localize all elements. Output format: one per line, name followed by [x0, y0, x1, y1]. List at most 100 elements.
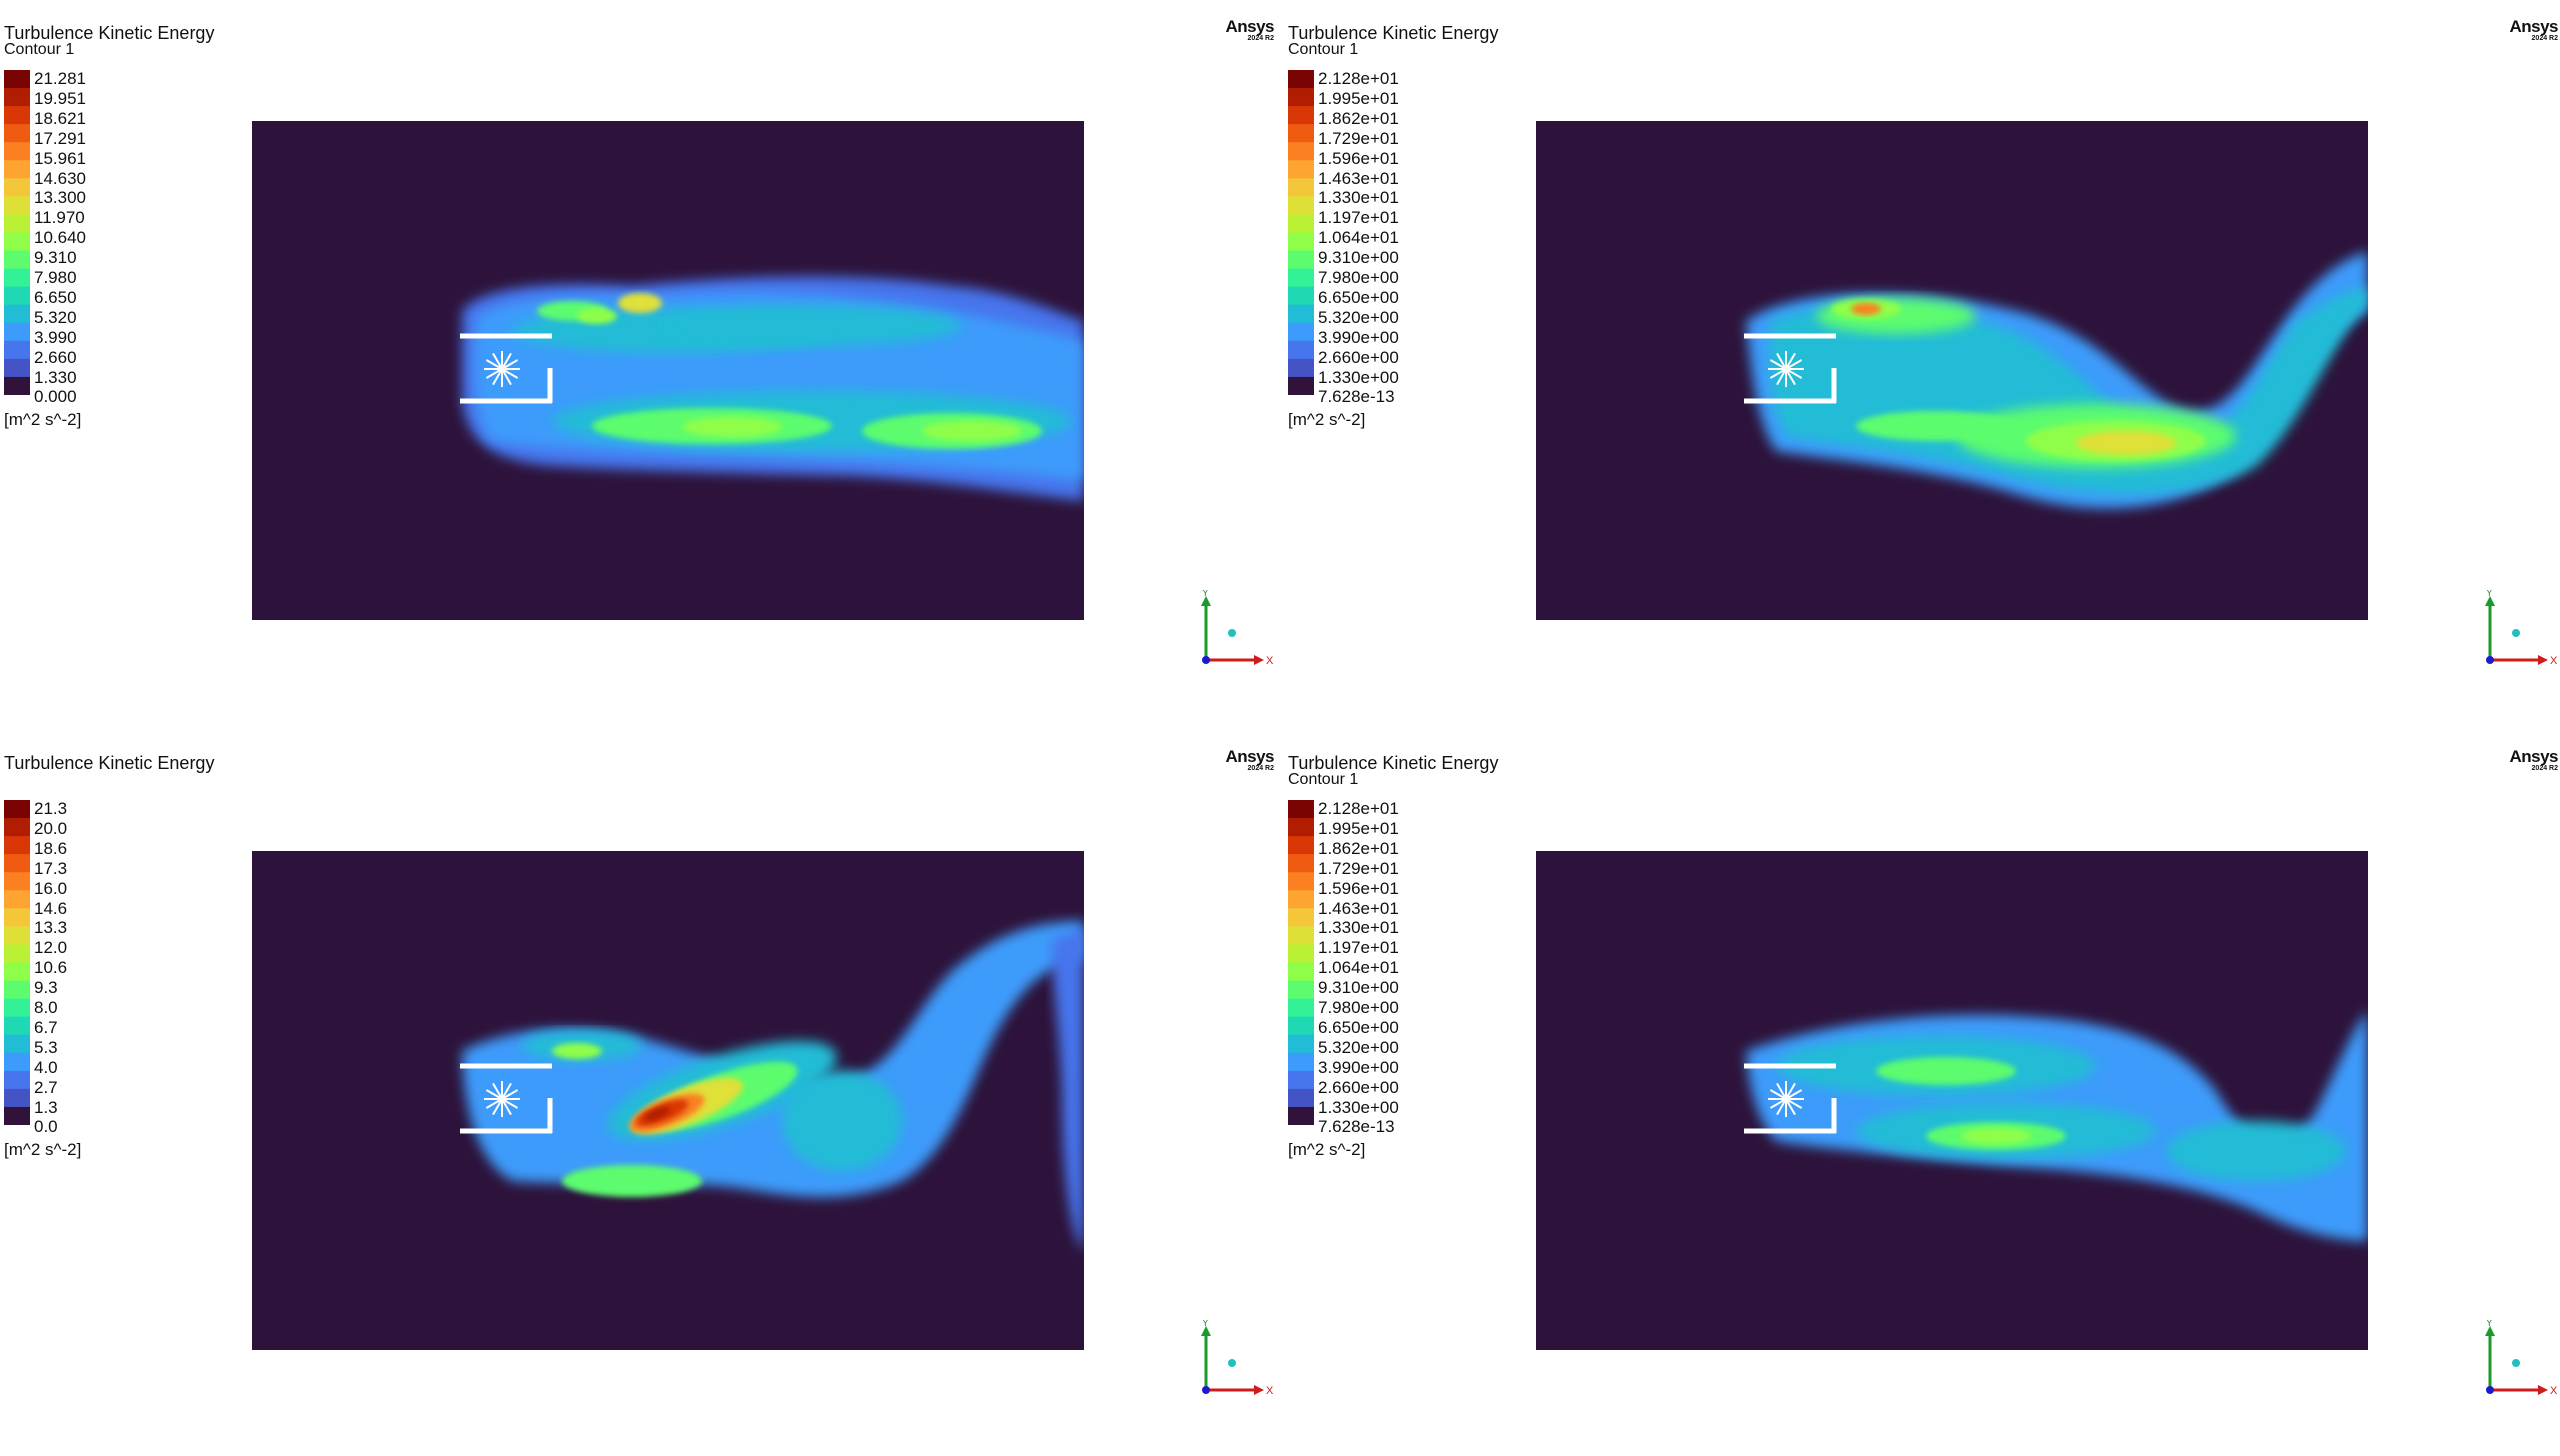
colorbar-band [4, 70, 30, 89]
colorbar-tick-label: 2.128e+01 [1318, 69, 1399, 88]
logo-text: Ansys [1225, 17, 1274, 36]
colorbar-tick-label: 1.729e+01 [1318, 128, 1399, 148]
colorbar-tick-label: 14.630 [34, 168, 86, 188]
colorbar-tick-label: 3.990e+00 [1318, 327, 1399, 347]
colorbar-band [4, 1052, 30, 1072]
legend-subtitle: Contour 1 [1288, 41, 1359, 58]
colorbar-band [1288, 926, 1314, 945]
units-label: [m^2 s^-2] [4, 410, 82, 429]
colorbar-tick-label: 21.3 [34, 799, 68, 818]
logo-version: 2024 R2 [1247, 765, 1274, 772]
axis-triad-graphic: XY [1201, 588, 1274, 667]
contour-region [562, 1165, 702, 1197]
colorbar-tick-label: 1.197e+01 [1318, 208, 1399, 228]
colorbar-band [1288, 800, 1314, 819]
colorbar-tick-label: 1.463e+01 [1318, 898, 1399, 918]
contour-region [682, 417, 782, 437]
colorbar-band [4, 818, 30, 837]
colorbar-tick-label: 9.310e+00 [1318, 978, 1399, 998]
colorbar-tick-label: 1.729e+01 [1318, 858, 1399, 878]
x-axis-label: X [1266, 655, 1274, 667]
logo-text: Ansys [1225, 747, 1274, 766]
colorbar-band [1288, 1088, 1314, 1108]
colorbar-band [4, 250, 30, 270]
contour-panel-1: Turbulence Kinetic Energy Contour 1 21.2… [0, 0, 1280, 726]
colorbar [4, 70, 30, 396]
colorbar-tick-label: 19.951 [34, 88, 86, 108]
logo-version: 2024 R2 [1247, 35, 1274, 42]
colorbar-band [1288, 106, 1314, 125]
logo-text: Ansys [2509, 17, 2558, 36]
colorbar-tick-label: 1.064e+01 [1318, 958, 1399, 978]
colorbar-band [4, 340, 30, 360]
colorbar-graphic [4, 70, 30, 396]
contour-panel-4: Turbulence Kinetic Energy Contour 1 2.12… [1284, 730, 2560, 1456]
colorbar-tick-label: 20.0 [34, 818, 68, 838]
contour-viewport[interactable] [252, 851, 1084, 1350]
units-label: [m^2 s^-2] [1288, 410, 1366, 429]
ansys-logo: Ansys 2024 R2 [2498, 18, 2558, 43]
colorbar-band [1288, 232, 1314, 252]
contour-viewport[interactable] [252, 121, 1084, 620]
contour-region [1856, 411, 2016, 441]
colorbar-band [4, 106, 30, 125]
legend-subtitle: Contour 1 [4, 41, 75, 58]
colorbar-tick-label: 0.000 [34, 387, 77, 407]
colorbar-band [4, 160, 30, 179]
colorbar-band [1288, 376, 1314, 396]
colorbar-tick-label: 0.0 [34, 1117, 58, 1137]
colorbar-tick-label: 7.980e+00 [1318, 268, 1399, 287]
colorbar-band [1288, 88, 1314, 107]
contour-region [2166, 1121, 2346, 1181]
colorbar-tick-label: 5.320e+00 [1318, 307, 1399, 327]
z-axis-dot [2512, 629, 2520, 637]
colorbar-tick-label: 1.064e+01 [1318, 228, 1399, 248]
colorbar-band [1288, 1070, 1314, 1090]
contour-viewport[interactable] [1536, 121, 2368, 620]
colorbar-band [1288, 944, 1314, 963]
colorbar-band [4, 178, 30, 197]
colorbar [4, 800, 30, 1126]
colorbar-band [1288, 1106, 1314, 1126]
colorbar-tick-label: 2.128e+01 [1318, 799, 1399, 818]
colorbar-band [4, 196, 30, 215]
contour-viewport[interactable] [1536, 851, 2368, 1350]
contour-region [1876, 1057, 2016, 1085]
colorbar-tick-label: 7.980e+00 [1318, 998, 1399, 1017]
contour-region [662, 306, 962, 346]
contour-plot [460, 276, 1084, 501]
colorbar-tick-label: 1.995e+01 [1318, 88, 1399, 108]
colorbar-tick-label: 16.0 [34, 878, 68, 898]
ansys-logo: Ansys 2024 R2 [2498, 748, 2558, 773]
colorbar-tick-label: 7.628e-13 [1318, 1117, 1395, 1137]
colorbar-band [4, 872, 30, 891]
fan-icon [1768, 1081, 1804, 1117]
fan-icon [484, 1081, 520, 1117]
colorbar-band [4, 1034, 30, 1054]
colorbar-band [4, 376, 30, 396]
y-axis-label: Y [2486, 1320, 2493, 1329]
colorbar-tick-label: 9.310 [34, 248, 77, 268]
colorbar-band [4, 304, 30, 324]
colorbar-band [1288, 286, 1314, 306]
colorbar-tick-label: 1.463e+01 [1318, 168, 1399, 188]
logo-version: 2024 R2 [2531, 35, 2558, 42]
contour-plot [1744, 1011, 2368, 1241]
y-axis-arrow [2485, 596, 2495, 606]
colorbar-graphic [1288, 70, 1314, 396]
y-axis-arrow [1201, 596, 1211, 606]
colorbar-tick-label: 8.0 [34, 998, 58, 1017]
colorbar-tick-label: 17.291 [34, 128, 86, 148]
colorbar-tick-label: 1.3 [34, 1097, 58, 1117]
legend-title: Turbulence Kinetic Energy [4, 753, 215, 773]
colorbar-band [4, 890, 30, 909]
colorbar-band [1288, 358, 1314, 378]
nozzle-geometry [460, 1063, 553, 1134]
colorbar-band [1288, 322, 1314, 342]
nozzle-geometry [1744, 1063, 1837, 1134]
contour-region [618, 293, 662, 313]
